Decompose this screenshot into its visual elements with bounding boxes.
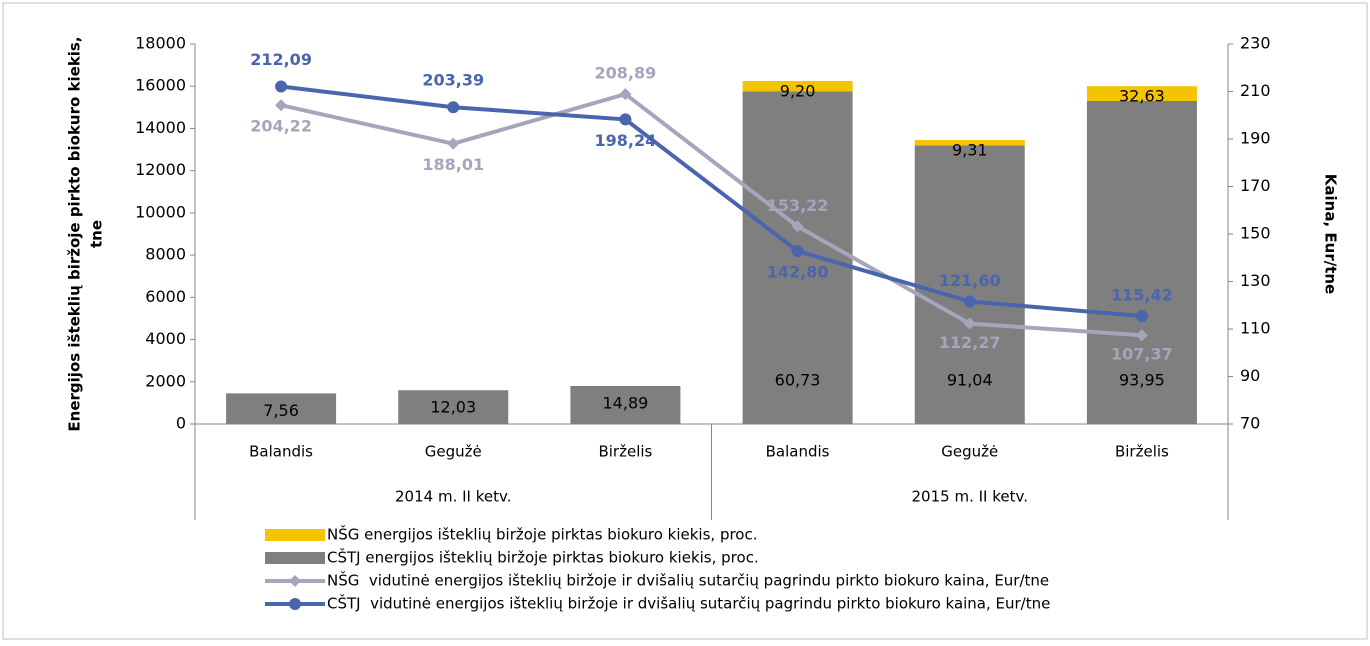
line-marker bbox=[275, 99, 288, 112]
bar-label: 9,20 bbox=[780, 81, 816, 100]
line-marker bbox=[1135, 329, 1148, 342]
bar bbox=[914, 145, 1025, 425]
bar bbox=[226, 393, 337, 424]
x-tick-label: Gegužė bbox=[941, 443, 998, 461]
bar bbox=[742, 80, 853, 92]
x-tick-label: Birželis bbox=[598, 443, 652, 461]
bar bbox=[1086, 86, 1197, 101]
y2-tick-label: 150 bbox=[1240, 224, 1271, 243]
line-marker bbox=[619, 88, 632, 101]
line-label: 142,80 bbox=[767, 263, 829, 282]
legend-swatch bbox=[265, 529, 325, 541]
y2-tick-label: 130 bbox=[1240, 271, 1271, 290]
y-tick-label: 6000 bbox=[145, 287, 186, 306]
y2-tick-label: 110 bbox=[1240, 319, 1271, 338]
y-tick-label: 12000 bbox=[135, 160, 186, 179]
group-label: 2014 m. II ketv. bbox=[395, 488, 511, 506]
y-axis-title: Energijos išteklių biržoje pirkto biokur… bbox=[66, 36, 84, 431]
bar-label: 60,73 bbox=[775, 371, 821, 390]
y2-tick-label: 170 bbox=[1240, 176, 1271, 195]
bar-label: 9,31 bbox=[952, 141, 988, 160]
line-label: 212,09 bbox=[250, 50, 312, 69]
line-marker bbox=[1135, 310, 1148, 323]
y2-axis-title: Kaina, Eur/tne bbox=[1322, 174, 1340, 294]
bar bbox=[398, 390, 509, 424]
line-marker bbox=[447, 101, 460, 114]
y-tick-label: 0 bbox=[176, 414, 186, 433]
line-label: 115,42 bbox=[1111, 286, 1173, 305]
legend-label: CŠTJ vidutinė energijos išteklių biržoje… bbox=[327, 594, 1050, 613]
x-tick-label: Balandis bbox=[766, 443, 830, 461]
y2-tick-label: 90 bbox=[1240, 366, 1260, 385]
line-marker bbox=[963, 295, 976, 308]
legend-label: CŠTJ energijos išteklių biržoje pirktas … bbox=[327, 548, 759, 567]
line-marker bbox=[619, 113, 632, 126]
y-tick-label: 16000 bbox=[135, 76, 186, 95]
y-tick-label: 8000 bbox=[145, 245, 186, 264]
y-axis-title: tne bbox=[88, 220, 106, 248]
line-label: 121,60 bbox=[939, 271, 1001, 290]
bar-label: 12,03 bbox=[430, 398, 476, 417]
bar bbox=[914, 140, 1025, 146]
y-tick-label: 18000 bbox=[135, 34, 186, 53]
line-label: 203,39 bbox=[422, 71, 484, 90]
y2-tick-label: 190 bbox=[1240, 129, 1271, 148]
line-label: 153,22 bbox=[767, 196, 829, 215]
group-label: 2015 m. II ketv. bbox=[912, 488, 1028, 506]
y-tick-label: 4000 bbox=[145, 329, 186, 348]
y2-tick-label: 70 bbox=[1240, 414, 1260, 433]
x-tick-label: Gegužė bbox=[425, 443, 482, 461]
legend-swatch bbox=[265, 552, 325, 564]
y2-tick-label: 210 bbox=[1240, 81, 1271, 100]
line-marker bbox=[963, 317, 976, 330]
bar-label: 14,89 bbox=[603, 394, 649, 413]
bar bbox=[570, 386, 681, 424]
legend-marker bbox=[289, 598, 301, 610]
x-tick-label: Birželis bbox=[1115, 443, 1169, 461]
line-label: 112,27 bbox=[939, 333, 1001, 352]
line-marker bbox=[791, 245, 804, 258]
legend-label: NŠG vidutinė energijos išteklių biržoje … bbox=[327, 571, 1049, 590]
line bbox=[280, 91, 1143, 338]
line-label: 188,01 bbox=[422, 155, 484, 174]
legend-label: NŠG energijos išteklių biržoje pirktas b… bbox=[327, 525, 758, 544]
line-marker bbox=[275, 80, 288, 93]
y-tick-label: 14000 bbox=[135, 118, 186, 137]
line-label: 204,22 bbox=[250, 117, 312, 136]
x-tick-label: Balandis bbox=[249, 443, 313, 461]
line-label: 198,24 bbox=[595, 131, 657, 150]
y-tick-label: 10000 bbox=[135, 202, 186, 221]
line-label: 208,89 bbox=[595, 64, 657, 83]
y2-tick-label: 230 bbox=[1240, 34, 1271, 53]
legend-marker bbox=[289, 575, 301, 587]
bar-label: 32,63 bbox=[1119, 87, 1165, 106]
bar bbox=[742, 91, 853, 424]
bar-label: 93,95 bbox=[1119, 371, 1165, 390]
bar-label: 91,04 bbox=[947, 371, 993, 390]
bar bbox=[1086, 101, 1197, 424]
y-tick-label: 2000 bbox=[145, 371, 186, 390]
bar-label: 7,56 bbox=[263, 401, 299, 420]
line-marker bbox=[447, 137, 460, 150]
line bbox=[280, 84, 1143, 319]
line-label: 107,37 bbox=[1111, 345, 1173, 364]
line-marker bbox=[791, 220, 804, 233]
